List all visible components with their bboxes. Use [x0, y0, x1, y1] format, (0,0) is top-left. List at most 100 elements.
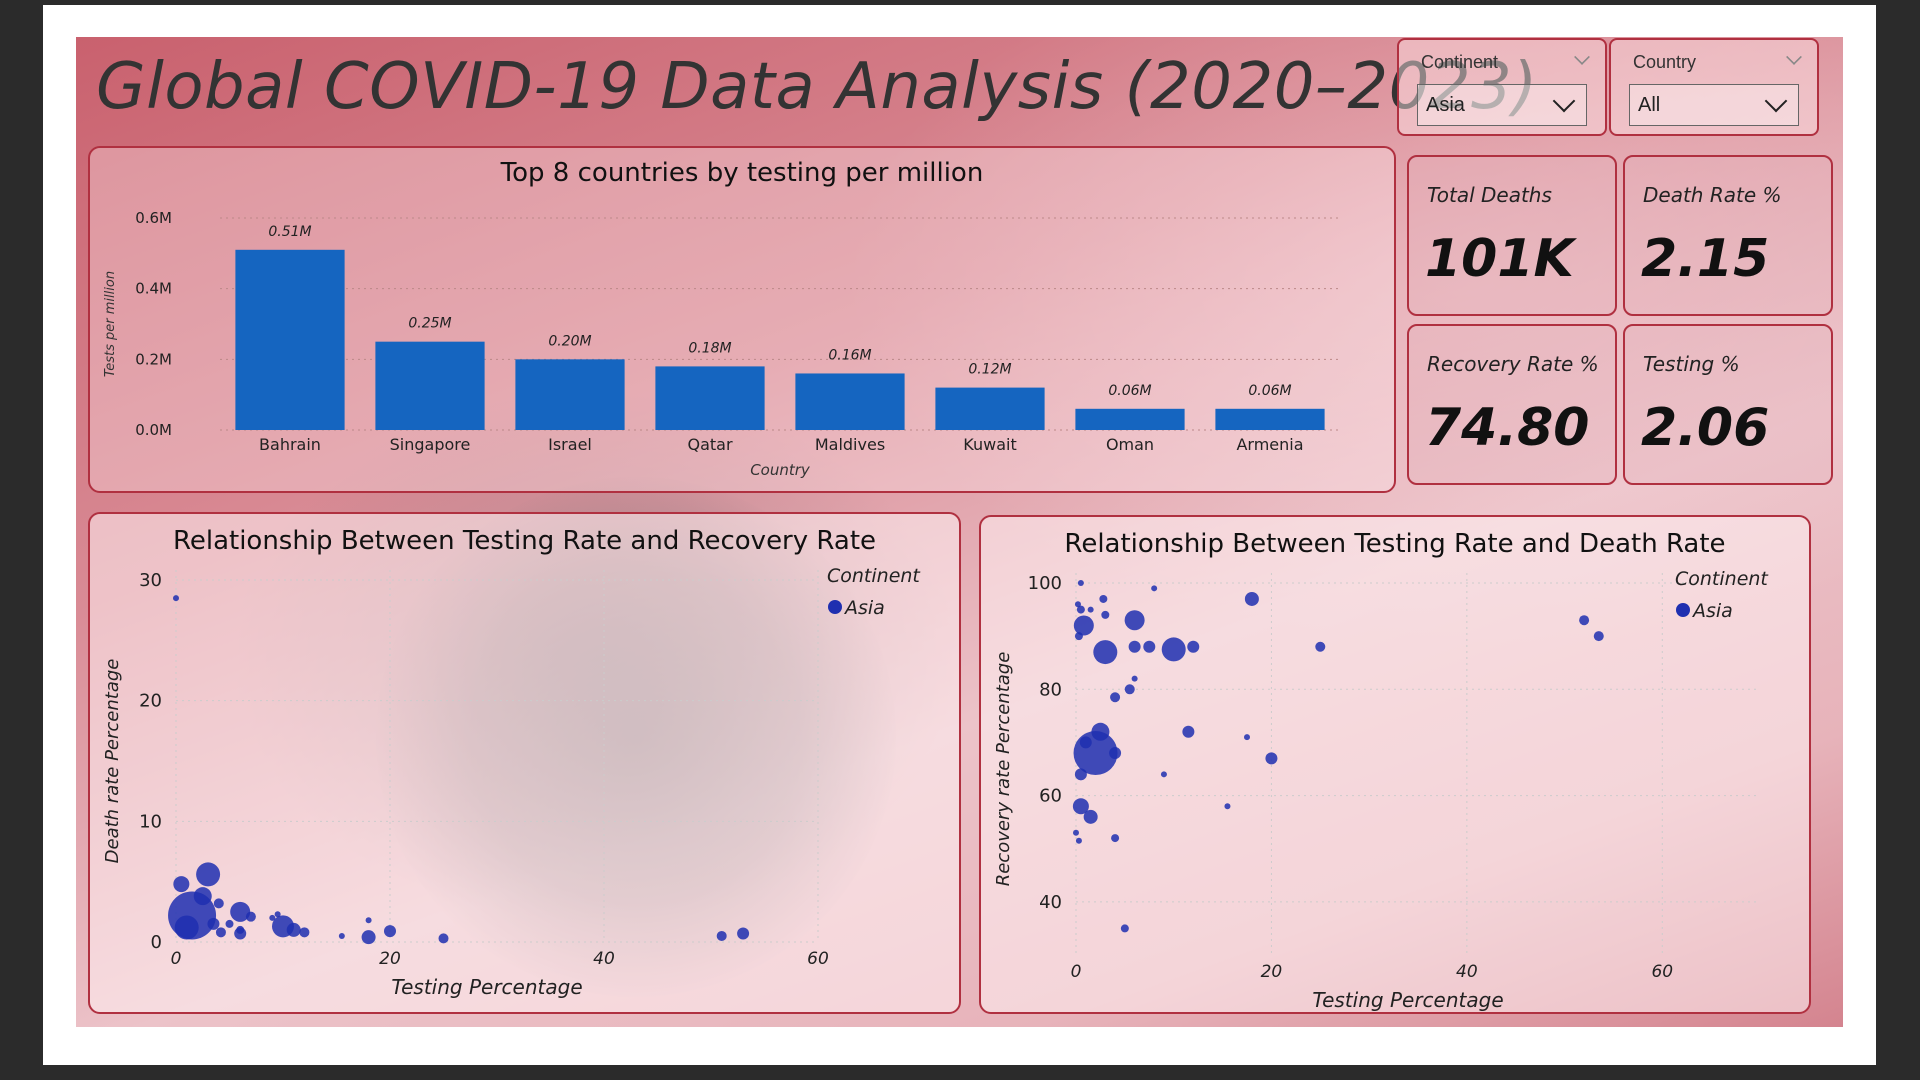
y-tick-label: 30 — [139, 570, 162, 591]
y-axis-title: Recovery rate Percentage — [993, 652, 1014, 887]
continent-dropdown[interactable]: Asia — [1417, 84, 1587, 126]
y-tick-label: 0.4M — [135, 280, 172, 298]
chevron-down-icon[interactable] — [1786, 49, 1802, 65]
bar-chart-title: Top 8 countries by testing per million — [500, 158, 984, 188]
data-point — [1079, 736, 1092, 749]
data-point — [1151, 585, 1158, 592]
kpi-value: 74.80 — [1425, 398, 1590, 458]
data-point — [1083, 809, 1098, 824]
data-point — [1109, 747, 1122, 760]
x-axis-title: Country — [750, 461, 811, 479]
country-dropdown[interactable]: All — [1629, 84, 1799, 126]
data-point — [1074, 768, 1087, 781]
scatter-recovery-panel: Relationship Between Testing Rate and Re… — [88, 512, 961, 1014]
page-title: Global COVID-19 Data Analysis (2020–2023… — [96, 50, 1538, 124]
legend-item-label: Asia — [1691, 600, 1733, 622]
bar — [515, 359, 625, 430]
data-point — [1087, 606, 1094, 613]
data-point — [173, 595, 179, 602]
data-point — [1073, 615, 1094, 636]
data-point — [245, 911, 256, 922]
chevron-down-icon[interactable] — [1764, 89, 1788, 113]
data-point — [365, 917, 372, 924]
y-axis-title: Tests per million — [103, 271, 118, 377]
country-selected-value: All — [1638, 94, 1661, 116]
legend-item-label: Asia — [843, 597, 885, 619]
data-point — [1160, 771, 1167, 778]
x-tick-label: Qatar — [687, 435, 732, 454]
bar-value-label: 0.18M — [688, 340, 731, 356]
y-tick-label: 0.2M — [135, 350, 172, 368]
bar-value-label: 0.20M — [548, 333, 591, 349]
chevron-down-icon[interactable] — [1552, 89, 1576, 113]
data-point — [438, 933, 449, 944]
x-tick-label: Singapore — [390, 435, 471, 454]
legend-title: Continent — [827, 565, 921, 587]
y-tick-label: 0.6M — [135, 209, 172, 227]
x-tick-label: 20 — [379, 949, 401, 969]
kpi-recovery-rate: Recovery Rate % 74.80 — [1407, 324, 1617, 485]
kpi-label: Recovery Rate % — [1427, 352, 1599, 376]
data-point — [1111, 834, 1120, 843]
country-slicer[interactable]: Country All — [1609, 38, 1819, 136]
legend-title: Continent — [1675, 568, 1769, 590]
y-tick-label: 100 — [1028, 573, 1062, 594]
scatter-death-chart: 0 20 40 60 40 60 80 100 Testing Percentage Recove… — [993, 568, 1769, 1012]
bar — [1215, 408, 1325, 430]
x-tick-label: 40 — [1456, 962, 1478, 982]
x-tick-label: 0 — [171, 949, 182, 969]
data-point — [1244, 734, 1250, 741]
scatter-death-title: Relationship Between Testing Rate and De… — [1064, 529, 1726, 559]
data-point — [1073, 829, 1079, 836]
data-point — [213, 898, 224, 909]
x-axis-title: Testing Percentage — [391, 975, 582, 999]
data-point — [1182, 725, 1195, 738]
bar-chart: 0.0M 0.2M 0.4M 0.6M 0.51M Bahrain 0.25M Singapo… — [103, 209, 1340, 479]
bar-value-label: 0.12M — [968, 362, 1011, 378]
data-point — [173, 876, 190, 893]
bar — [935, 387, 1045, 430]
data-point — [1128, 640, 1141, 653]
legend-marker — [828, 600, 842, 614]
data-point — [1593, 631, 1604, 642]
x-tick-label: 0 — [1071, 962, 1082, 982]
kpi-value: 101K — [1425, 229, 1574, 289]
data-point — [1075, 837, 1082, 844]
data-point — [1124, 610, 1145, 631]
data-point — [299, 927, 310, 938]
data-point — [234, 927, 247, 940]
bar — [655, 366, 765, 430]
scatter-death-panel: Relationship Between Testing Rate and De… — [979, 515, 1811, 1014]
kpi-label: Testing % — [1643, 352, 1740, 376]
data-point — [1074, 601, 1081, 608]
data-point — [286, 922, 301, 937]
y-tick-label: 10 — [139, 811, 162, 832]
data-point — [215, 927, 226, 938]
data-point — [196, 862, 221, 887]
scatter-recovery-title: Relationship Between Testing Rate and Re… — [172, 526, 877, 556]
x-tick-label: Bahrain — [259, 435, 321, 454]
country-slicer-label: Country — [1633, 52, 1697, 72]
data-point — [1187, 640, 1200, 653]
data-point — [1131, 675, 1138, 682]
bar — [795, 373, 905, 430]
data-point — [193, 887, 212, 906]
continent-selected-value: Asia — [1426, 94, 1465, 116]
data-point — [384, 925, 396, 938]
bar — [235, 249, 345, 430]
data-point — [230, 901, 251, 922]
data-point — [1110, 692, 1121, 703]
data-point — [361, 930, 376, 945]
data-point — [1579, 615, 1590, 626]
bar — [375, 341, 485, 430]
y-tick-label: 80 — [1039, 679, 1062, 700]
data-point — [737, 927, 750, 940]
data-point — [1244, 591, 1259, 606]
data-point — [1120, 924, 1129, 933]
continent-slicer[interactable]: Continent Asia — [1397, 38, 1607, 136]
data-point — [1099, 594, 1108, 603]
y-axis-title: Death rate Percentage — [102, 659, 123, 864]
chevron-down-icon[interactable] — [1574, 49, 1590, 65]
y-tick-label: 0.0M — [135, 421, 172, 439]
data-point — [1076, 605, 1085, 614]
